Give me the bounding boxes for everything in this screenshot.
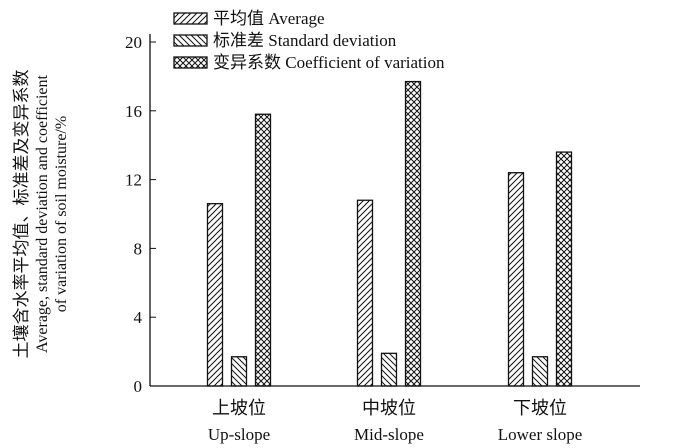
y-tick-label: 4 — [134, 308, 143, 327]
legend-swatch-diag-left — [173, 34, 208, 47]
bar-diag-left — [230, 356, 248, 387]
x-tick-label-cn: 下坡位 — [513, 398, 567, 418]
x-tick-label-en: Up-slope — [208, 425, 270, 444]
legend-swatch-diag-right — [173, 12, 208, 25]
x-tick-label-cn: 中坡位 — [362, 398, 416, 418]
legend-swatch-cross — [173, 56, 208, 69]
axes: 0 4 8 12 16 20 上坡位 Up-slope 中坡位 Mid-slope 下坡位 Lower… — [125, 33, 640, 444]
bar-cross — [404, 80, 422, 387]
legend-label: 平均值 Average — [213, 9, 325, 28]
bar-diag-right — [507, 172, 525, 387]
y-tick-label: 0 — [134, 377, 143, 396]
bar-diag-left — [380, 352, 398, 387]
bar-cross — [254, 113, 272, 387]
y-axis-label-cn: 土壤含水率平均值、标准差及变异系数 — [11, 70, 31, 359]
y-axis-label: 土壤含水率平均值、标准差及变异系数 Average, standard devi… — [11, 70, 70, 359]
y-tick-label: 16 — [125, 102, 142, 121]
y-axis-label-en-2: of variation of soil moisture/% — [53, 116, 70, 312]
bars — [206, 80, 573, 387]
x-tick-label-en: Lower slope — [498, 425, 583, 444]
y-axis-label-en-1: Average, standard deviation and coeffici… — [34, 74, 51, 353]
y-tick-label: 12 — [125, 171, 142, 190]
x-tick-label-en: Mid-slope — [354, 425, 424, 444]
legend-label: 变异系数 Coefficient of variation — [213, 53, 445, 72]
x-tick-label-cn: 上坡位 — [212, 398, 266, 418]
legend: 平均值 Average 标准差 Standard deviation 变异系数 Co… — [173, 9, 445, 72]
y-tick-label: 8 — [134, 239, 143, 258]
bar-diag-left — [531, 356, 549, 387]
bar-diag-right — [356, 199, 374, 387]
bar-diag-right — [206, 203, 224, 387]
y-tick-label: 20 — [125, 33, 142, 52]
legend-label: 标准差 Standard deviation — [213, 31, 397, 50]
bar-cross — [555, 151, 573, 387]
